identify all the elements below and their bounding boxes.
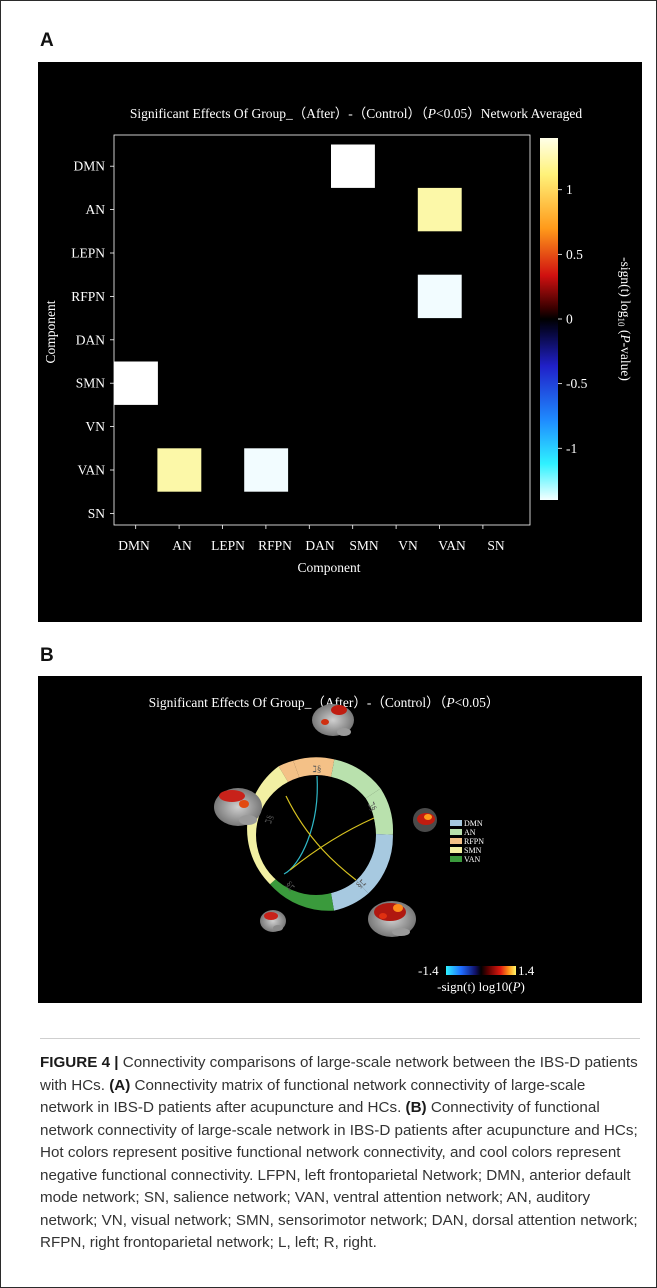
ring-center — [256, 775, 376, 895]
figure-caption: FIGURE 4 | Connectivity comparisons of l… — [40, 1052, 640, 1255]
ring-segment-dmn — [356, 834, 393, 894]
legend-label-dmn: DMN — [464, 819, 483, 828]
legend-label-van: VAN — [464, 855, 481, 864]
y-tick-label: LEPN — [71, 246, 105, 261]
brain-image-right — [413, 808, 437, 832]
panel-b-colorbar-max: 1.4 — [518, 963, 535, 978]
legend-swatch-rfpn — [450, 838, 462, 844]
y-tick-label: DAN — [76, 332, 105, 347]
x-tick-label: SMN — [349, 538, 379, 553]
caption-a-text: Connectivity matrix of functional networ… — [40, 1076, 586, 1117]
panel-b-label: B — [40, 645, 54, 666]
ring-label-smn: ℷ§ — [263, 814, 275, 825]
caption-a-tag: (A) — [109, 1076, 131, 1094]
panel-b-colorbar-label: -sign(t) log10(P) — [437, 979, 525, 994]
connectogram-chart: Significant Effects Of Group_（After）-（Co… — [149, 695, 535, 994]
caption-rule — [40, 1038, 640, 1039]
y-tick-label: VN — [86, 419, 106, 434]
legend-label-rfpn: RFPN — [464, 837, 484, 846]
brain-image-left — [214, 788, 262, 826]
heatmap-cell-van-an — [157, 448, 202, 492]
legend-label-an: AN — [464, 828, 476, 837]
caption-b-text: Connectivity of functional network conne… — [40, 1099, 638, 1251]
colorbar — [540, 138, 558, 500]
y-tick-label: SMN — [76, 376, 106, 391]
y-tick-label: RFPN — [71, 289, 105, 304]
ring-label-an: ℷ§ — [366, 800, 379, 813]
colorbar-label: -sign(t) log10 (P-value) — [616, 257, 633, 381]
panel-b-title: Significant Effects Of Group_（After）-（Co… — [149, 695, 500, 710]
x-axis-label: Component — [298, 560, 361, 575]
brain-image-top — [312, 704, 354, 736]
y-tick-label: SN — [88, 506, 106, 521]
colorbar-tick-label: 1 — [566, 182, 573, 197]
brain-image-bottom-left — [260, 910, 286, 932]
heatmap-cell-an-van — [417, 187, 462, 232]
y-tick-label: VAN — [77, 463, 105, 478]
ring-label-rfpn: ℷ§ — [313, 764, 322, 774]
x-tick-label: VAN — [438, 538, 466, 553]
caption-b-tag: (B) — [405, 1099, 427, 1116]
heatmap-cell-van-rfpn — [244, 448, 289, 492]
legend-label-smn: SMN — [464, 846, 482, 855]
x-tick-label: VN — [398, 538, 418, 553]
x-tick-label: DAN — [305, 538, 334, 553]
ring-segment-an-1 — [331, 759, 381, 799]
x-tick-label: LEPN — [211, 538, 245, 553]
ring-segment-an-2 — [365, 788, 394, 835]
heatmap-cell-smn-dmn — [114, 361, 158, 405]
colorbar-tick-label: -0.5 — [566, 376, 588, 391]
panel-b-colorbar-min: -1.4 — [418, 963, 439, 978]
panel-a-title: Significant Effects Of Group_（After）-（Co… — [130, 106, 582, 121]
y-axis-label: Component — [43, 300, 58, 363]
legend-swatch-smn — [450, 847, 462, 853]
legend-swatch-van — [450, 856, 462, 862]
heatmap-cell-rfpn-van — [417, 274, 462, 319]
legend-swatch-an — [450, 829, 462, 835]
colorbar-tick-label: 0 — [566, 312, 573, 327]
caption-figure-label: FIGURE 4 | — [40, 1054, 119, 1071]
y-tick-label: AN — [86, 202, 106, 217]
x-tick-label: SN — [487, 538, 505, 553]
ring-segment-rfpn-2 — [278, 760, 300, 783]
colorbar-tick-label: 0.5 — [566, 247, 583, 262]
x-tick-label: RFPN — [258, 538, 292, 553]
ring-segment-dmn-2 — [331, 880, 369, 911]
x-tick-label: DMN — [118, 538, 150, 553]
connection-smn-dmn — [285, 795, 357, 881]
panel-a-label: A — [40, 30, 54, 51]
connectivity-matrix-chart: Significant Effects Of Group_（After）-（Co… — [43, 106, 633, 575]
network-ring — [247, 757, 394, 911]
heatmap-cell-dmn-smn — [331, 144, 375, 188]
x-tick-label: AN — [172, 538, 192, 553]
connection-rfpn-van — [283, 775, 318, 875]
caption-lead: Connectivity comparisons of large-scale … — [40, 1054, 638, 1094]
y-tick-label: DMN — [73, 159, 105, 174]
brain-image-bottom-right — [368, 901, 416, 937]
legend-swatch-dmn — [450, 820, 462, 826]
colorbar-tick-label: -1 — [566, 441, 577, 456]
ring-segment-rfpn — [293, 757, 335, 778]
panel-b-colorbar — [446, 966, 516, 975]
panel-b: Significant Effects Of Group_（After）-（Co… — [38, 676, 642, 1003]
panel-a: Significant Effects Of Group_（After）-（Co… — [38, 62, 642, 622]
connection-an-van — [289, 817, 375, 871]
